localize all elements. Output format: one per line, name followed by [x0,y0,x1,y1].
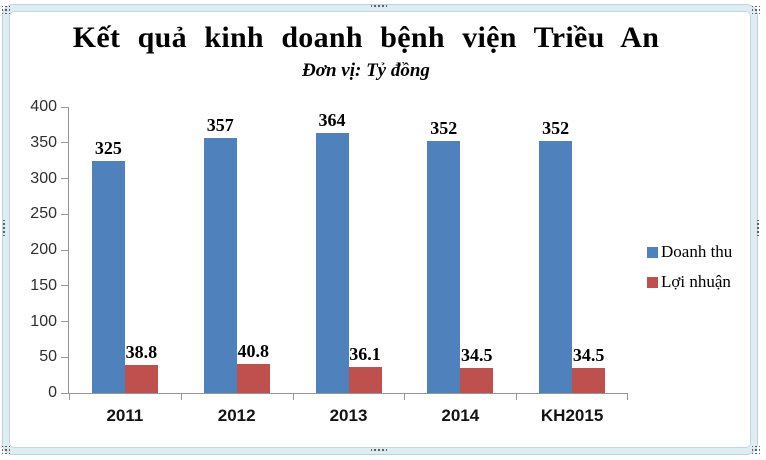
bar-doanh-thu[interactable] [203,137,237,393]
chart-subtitle[interactable]: Đơn vị: Tỷ đồng [302,60,430,81]
x-category-label: 2012 [217,406,256,425]
y-axis-tick [61,142,68,144]
x-category-label: 2011 [106,406,144,425]
bar-doanh-thu[interactable] [315,132,349,393]
x-axis-tick [181,394,182,400]
legend-swatch-doanh-thu [647,246,658,258]
resize-handle-bottom-right[interactable] [752,446,760,454]
bar-value-label: 357 [206,114,234,135]
resize-handle-left-center[interactable] [2,220,6,236]
y-axis-label: 200 [30,241,57,258]
y-axis-tick [61,285,68,287]
x-axis-tick [293,394,294,400]
plot-area: 0 50 100 150 200 250 300 350 400 2011 325 38.8 2012 3… [30,98,628,425]
x-axis-tick [404,394,405,400]
x-category-label: 2013 [329,406,368,425]
y-axis-label: 150 [30,276,57,294]
x-axis-tick [69,394,70,400]
bar-value-label: 325 [94,137,122,158]
y-axis-label: 100 [30,312,57,330]
resize-handle-bottom-center[interactable] [371,448,387,452]
y-axis-label: 300 [30,169,57,187]
y-axis-label: 250 [30,205,57,223]
y-axis-label: 400 [30,98,57,115]
chart-title[interactable]: Kết quả kinh doanh bệnh viện Triều An [72,21,660,54]
legend-swatch-loi-nhuan [647,276,658,288]
y-axis-tick [61,178,68,179]
bar-value-label: 40.8 [237,340,269,361]
bar-value-label: 38.8 [125,342,158,363]
y-axis-label: 0 [48,384,57,401]
x-axis-tick [627,394,628,400]
legend-item-doanh-thu[interactable]: Doanh thu [647,242,732,262]
resize-handle-top-right[interactable] [752,6,760,14]
bar-doanh-thu[interactable] [539,141,573,393]
bar-doanh-thu[interactable] [427,141,461,393]
bar-value-label: 352 [430,118,458,139]
y-axis-tick [61,106,68,108]
y-axis-label: 50 [39,348,57,366]
resize-handle-top-center[interactable] [371,4,387,8]
x-category-label: KH2015 [540,406,604,425]
y-axis-tick [61,356,68,358]
legend-item-loi-nhuan[interactable]: Lợi nhuận [647,272,732,292]
x-category-label: 2014 [441,406,480,425]
y-axis-tick [61,213,68,215]
bar-value-label: 36.1 [349,344,381,365]
bar-loi-nhuan[interactable] [236,363,270,393]
bar-loi-nhuan[interactable] [348,367,382,393]
legend: Doanh thu Lợi nhuận [647,242,732,302]
bar-value-label: 364 [318,109,346,130]
bar-loi-nhuan[interactable] [124,365,158,393]
bar-value-label: 34.5 [572,345,605,366]
resize-handle-right-center[interactable] [756,220,760,236]
y-axis-tick [61,321,68,322]
y-axis-tick [61,249,68,251]
bar-value-label: 352 [542,118,570,139]
bar-doanh-thu[interactable] [91,160,125,393]
y-axis-label: 350 [30,133,57,151]
bar-value-label: 34.5 [461,345,493,366]
x-axis-tick [516,394,517,400]
resize-handle-top-left[interactable] [2,6,10,14]
resize-handle-bottom-left[interactable] [2,446,10,454]
legend-label-doanh-thu: Doanh thu [661,242,733,261]
bar-loi-nhuan[interactable] [460,368,494,393]
y-axis-tick [61,392,68,394]
legend-label-loi-nhuan: Lợi nhuận [661,272,731,291]
bar-loi-nhuan[interactable] [572,368,606,393]
